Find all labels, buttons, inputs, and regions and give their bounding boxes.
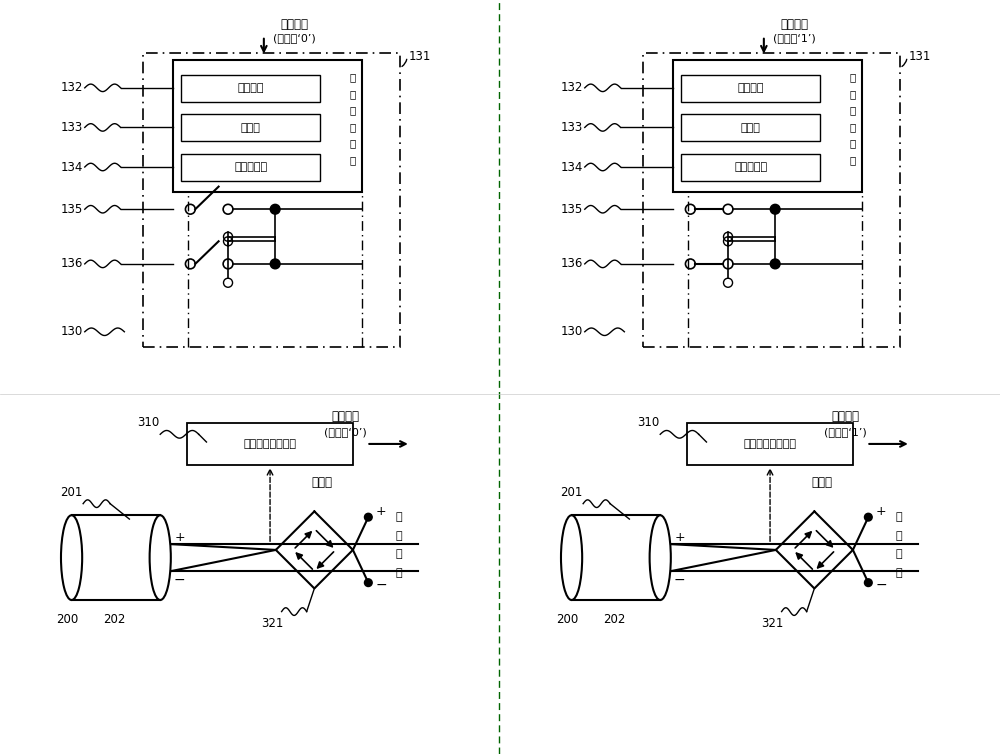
Text: 源: 源 — [896, 568, 902, 578]
Bar — [143, 53, 400, 347]
Text: (数据位‘1’): (数据位‘1’) — [773, 32, 815, 43]
Text: 201: 201 — [560, 486, 583, 498]
Text: 线序状态检测电路: 线序状态检测电路 — [244, 439, 297, 449]
Circle shape — [770, 204, 780, 214]
Text: 130: 130 — [560, 325, 583, 339]
Text: 321: 321 — [761, 617, 783, 630]
Text: 310: 310 — [638, 416, 660, 429]
Text: 321: 321 — [261, 617, 283, 630]
Bar — [681, 154, 820, 181]
Text: 数据接口: 数据接口 — [737, 83, 764, 93]
Circle shape — [364, 513, 372, 521]
Bar — [643, 53, 900, 347]
Text: +: + — [876, 505, 887, 518]
Circle shape — [864, 513, 872, 521]
Text: 310: 310 — [138, 416, 160, 429]
Bar — [181, 115, 320, 142]
Text: 135: 135 — [60, 203, 83, 216]
Text: 电: 电 — [396, 512, 402, 523]
Text: 隔离与驱动: 隔离与驱动 — [734, 162, 767, 173]
Text: 134: 134 — [560, 161, 583, 173]
Text: −: − — [674, 572, 685, 587]
Text: 电: 电 — [396, 549, 402, 559]
Text: 134: 134 — [60, 161, 83, 173]
Bar — [681, 115, 820, 142]
Bar — [173, 60, 362, 192]
Text: 控: 控 — [849, 106, 856, 115]
Text: 200: 200 — [557, 613, 579, 626]
Bar — [181, 154, 320, 181]
Text: 电: 电 — [896, 549, 902, 559]
Text: 控制数据: 控制数据 — [331, 410, 359, 424]
Text: 控制数据: 控制数据 — [780, 18, 808, 31]
Text: 制: 制 — [349, 122, 356, 132]
Text: 电: 电 — [349, 139, 356, 149]
Text: 机: 机 — [896, 531, 902, 541]
Text: 控制数据: 控制数据 — [831, 410, 859, 424]
Text: (数据位‘1’): (数据位‘1’) — [824, 428, 867, 437]
Text: 处理器: 处理器 — [741, 123, 761, 133]
Bar — [681, 75, 820, 102]
Text: 132: 132 — [560, 81, 583, 94]
Text: 处理器: 处理器 — [241, 123, 261, 133]
Text: −: − — [876, 578, 888, 592]
Text: 线序状态检测电路: 线序状态检测电路 — [744, 439, 797, 449]
Text: 202: 202 — [103, 613, 125, 626]
Text: 136: 136 — [560, 257, 583, 271]
Circle shape — [270, 204, 280, 214]
Text: 数据接口: 数据接口 — [237, 83, 264, 93]
Circle shape — [270, 259, 280, 269]
Text: 130: 130 — [60, 325, 83, 339]
Text: 隔离与驱动: 隔离与驱动 — [234, 162, 267, 173]
Text: 关: 关 — [849, 89, 856, 99]
Text: (数据位‘0’): (数据位‘0’) — [324, 428, 367, 437]
Text: 路: 路 — [349, 155, 356, 165]
Text: 136: 136 — [60, 257, 83, 271]
Text: 制: 制 — [849, 122, 856, 132]
Text: +: + — [174, 531, 185, 544]
Text: 200: 200 — [57, 613, 79, 626]
Text: 开: 开 — [849, 72, 856, 82]
Bar — [673, 60, 862, 192]
Text: (数据位‘0’): (数据位‘0’) — [273, 32, 315, 43]
Text: 135: 135 — [560, 203, 583, 216]
Text: +: + — [674, 531, 685, 544]
Text: 控: 控 — [349, 106, 356, 115]
Text: 133: 133 — [560, 121, 583, 134]
Text: 电: 电 — [849, 139, 856, 149]
Text: 开: 开 — [349, 72, 356, 82]
Text: 整流桥: 整流桥 — [312, 476, 333, 489]
Text: 131: 131 — [909, 50, 931, 63]
Text: 电: 电 — [896, 512, 902, 523]
Circle shape — [364, 579, 372, 587]
Text: 132: 132 — [60, 81, 83, 94]
Bar — [181, 75, 320, 102]
Circle shape — [864, 579, 872, 587]
Text: 源: 源 — [396, 568, 402, 578]
Text: −: − — [174, 572, 185, 587]
Text: 机: 机 — [396, 531, 402, 541]
Text: −: − — [376, 578, 388, 592]
Text: 202: 202 — [603, 613, 625, 626]
Text: 关: 关 — [349, 89, 356, 99]
Text: 201: 201 — [60, 486, 83, 498]
Text: 133: 133 — [60, 121, 83, 134]
Bar — [187, 423, 353, 465]
Circle shape — [770, 259, 780, 269]
Text: 131: 131 — [409, 50, 431, 63]
Text: 整流桥: 整流桥 — [812, 476, 833, 489]
Bar — [687, 423, 853, 465]
Text: 路: 路 — [849, 155, 856, 165]
Text: +: + — [376, 505, 387, 518]
Text: 控制数据: 控制数据 — [280, 18, 308, 31]
